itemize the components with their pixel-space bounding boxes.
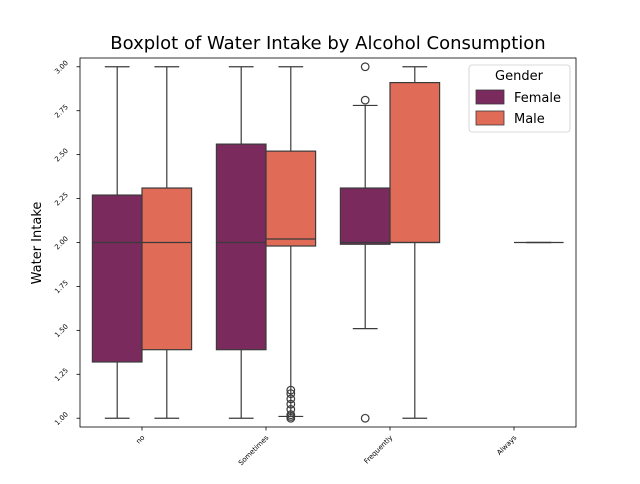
outlier-male: [286, 389, 296, 399]
outlier-male: [286, 405, 296, 414]
outlier-female: [360, 95, 370, 105]
y-tick-label: 3.00: [53, 59, 70, 76]
y-tick-label: 1.50: [53, 323, 70, 340]
legend-swatch-female: [475, 89, 505, 105]
outlier-male: [286, 394, 296, 404]
plot-frame: [79, 57, 577, 428]
legend-swatch-male: [475, 110, 505, 126]
x-tick-label: Frequently: [363, 434, 395, 466]
box-female: [339, 187, 391, 245]
legend: Gender Female Male: [468, 64, 571, 133]
legend-label-male: Male: [514, 112, 545, 127]
outlier-female: [360, 62, 370, 72]
legend-label-female: Female: [514, 91, 561, 106]
outlier-female: [360, 413, 370, 423]
y-tick-label: 2.75: [53, 103, 70, 120]
y-tick-label: 1.00: [53, 410, 70, 427]
box-female: [215, 143, 267, 351]
outlier-male: [286, 385, 296, 395]
legend-title: Gender: [495, 69, 544, 84]
box-male: [389, 81, 441, 244]
box-male: [141, 187, 193, 351]
chart-title: Boxplot of Water Intake by Alcohol Consu…: [110, 33, 545, 54]
y-tick-label: 1.75: [53, 279, 70, 296]
outlier-male: [286, 399, 296, 409]
x-tick-label: Sometimes: [237, 434, 271, 468]
y-tick-label: 1.25: [53, 367, 70, 384]
outlier-male: [286, 410, 296, 420]
box-male: [265, 150, 317, 247]
x-tick-label: Always: [495, 434, 518, 457]
y-axis-label: Water Intake: [30, 202, 45, 285]
y-tick-label: 2.00: [53, 235, 70, 252]
box-female: [91, 194, 143, 363]
y-tick-label: 2.25: [53, 191, 70, 208]
y-tick-label: 2.50: [53, 147, 70, 164]
x-tick-label: no: [135, 434, 147, 446]
